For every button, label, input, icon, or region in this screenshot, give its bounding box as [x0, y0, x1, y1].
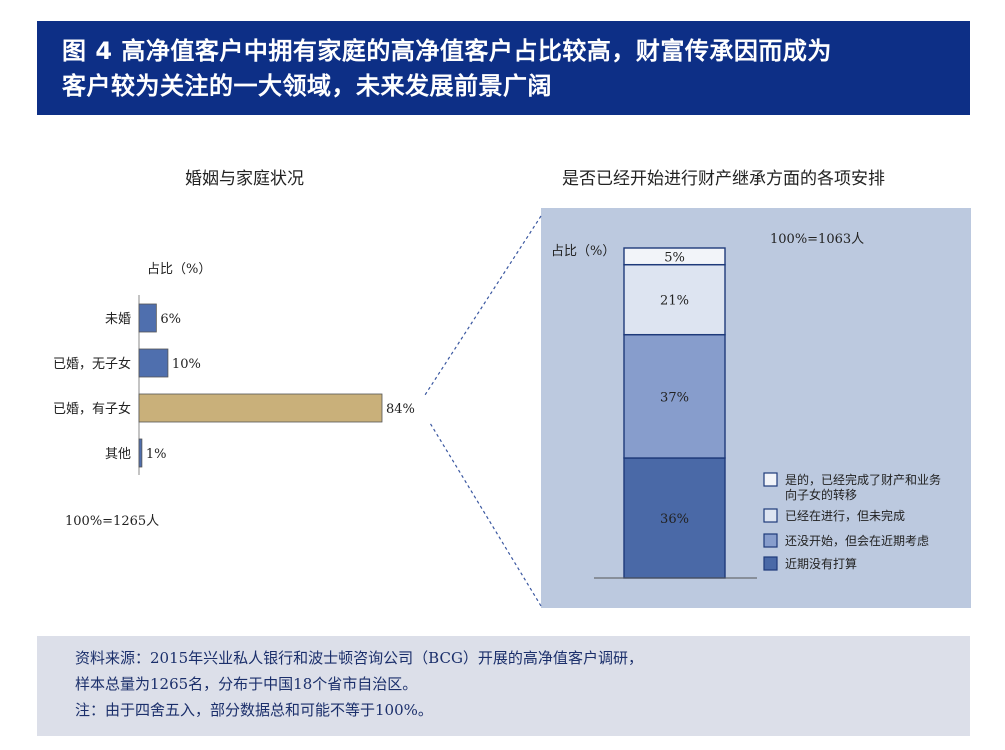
source-line-1: 资料来源：2015年兴业私人银行和波士顿咨询公司（BCG）开展的高净值客户调研， — [75, 649, 643, 667]
right-ylabel: 占比（%） — [551, 244, 615, 259]
legend-label: 是的，已经完成了财产和业务向子女的转移 — [785, 472, 941, 502]
left-value-label: 1% — [146, 447, 167, 462]
stacked-segment — [623, 457, 726, 579]
legend-swatch — [763, 472, 778, 487]
source-line-2: 样本总量为1265名，分布于中国18个省市自治区。 — [75, 675, 418, 693]
left-category-label: 其他 — [105, 447, 131, 462]
legend-label: 近期没有打算 — [785, 556, 857, 571]
left-value-label: 10% — [172, 357, 201, 372]
source-line-3: 注：由于四舍五入，部分数据总和可能不等于100%。 — [75, 701, 433, 719]
connector-line-top — [424, 215, 542, 396]
right-note: 100%=1063人 — [770, 232, 864, 247]
stacked-segment — [623, 247, 726, 266]
segment-value-label: 36% — [660, 512, 689, 527]
left-chart-title: 婚姻与家庭状况 — [185, 169, 304, 189]
left-category-label: 已婚，有子女 — [53, 401, 131, 417]
left-bar — [138, 348, 169, 378]
source-note-box: 资料来源：2015年兴业私人银行和波士顿咨询公司（BCG）开展的高净值客户调研，… — [37, 636, 970, 736]
left-bar — [138, 303, 157, 333]
legend-label: 还没开始，但会在近期考虑 — [785, 533, 929, 548]
title-banner: 图 4 高净值客户中拥有家庭的高净值客户占比较高，财富传承因而成为 客户较为关注… — [37, 21, 970, 115]
stacked-segment — [623, 333, 726, 459]
legend-label: 已经在进行，但未完成 — [785, 508, 905, 523]
left-bar — [138, 393, 383, 423]
left-note: 100%=1265人 — [65, 514, 159, 529]
segment-value-label: 5% — [664, 250, 685, 265]
stacked-segment — [623, 263, 726, 336]
left-value-label: 6% — [160, 312, 181, 327]
left-category-label: 未婚 — [105, 312, 131, 327]
legend-swatch — [763, 533, 778, 548]
left-bar — [138, 438, 143, 468]
legend-swatch — [763, 508, 778, 523]
title-line-2: 客户较为关注的一大领域，未来发展前景广阔 — [62, 72, 552, 100]
right-chart-title: 是否已经开始进行财产继承方面的各项安排 — [562, 169, 885, 189]
segment-value-label: 37% — [660, 390, 689, 405]
left-ylabel: 占比（%） — [147, 262, 211, 277]
right-chart-panel — [541, 208, 971, 608]
title-line-1: 图 4 高净值客户中拥有家庭的高净值客户占比较高，财富传承因而成为 — [62, 37, 832, 65]
left-value-label: 84% — [386, 402, 415, 417]
segment-value-label: 21% — [660, 294, 689, 309]
connector-line-bottom — [429, 422, 542, 607]
left-category-label: 已婚，无子女 — [53, 356, 131, 372]
legend-swatch — [763, 556, 778, 571]
